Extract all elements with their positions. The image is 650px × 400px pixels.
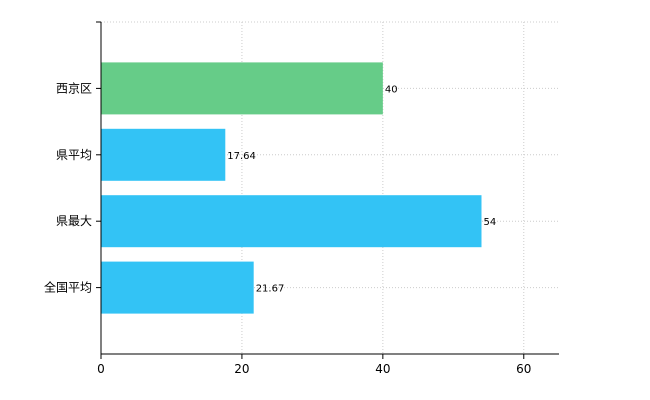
bar [101, 128, 226, 181]
x-tick-label: 0 [97, 362, 105, 376]
x-tick-label: 40 [375, 362, 390, 376]
bar [101, 195, 482, 248]
x-tick-label: 20 [234, 362, 249, 376]
data-label: 54 [483, 217, 496, 228]
data-label: 17.64 [227, 151, 256, 162]
x-tick-label: 60 [516, 362, 531, 376]
data-label: 40 [385, 84, 398, 95]
category-label: 県最大 [56, 214, 92, 228]
bar [101, 261, 254, 314]
category-label: 西京区 [56, 81, 92, 95]
data-label: 21.67 [256, 284, 285, 295]
category-label: 県平均 [56, 148, 92, 162]
bars [101, 62, 482, 314]
labels: 0 20 40 60 西京区 40 県平均 17.64 県最大 54 全国平均 21.67 [44, 81, 531, 376]
category-label: 全国平均 [44, 280, 92, 295]
bar [101, 62, 383, 115]
axes [96, 21, 559, 359]
